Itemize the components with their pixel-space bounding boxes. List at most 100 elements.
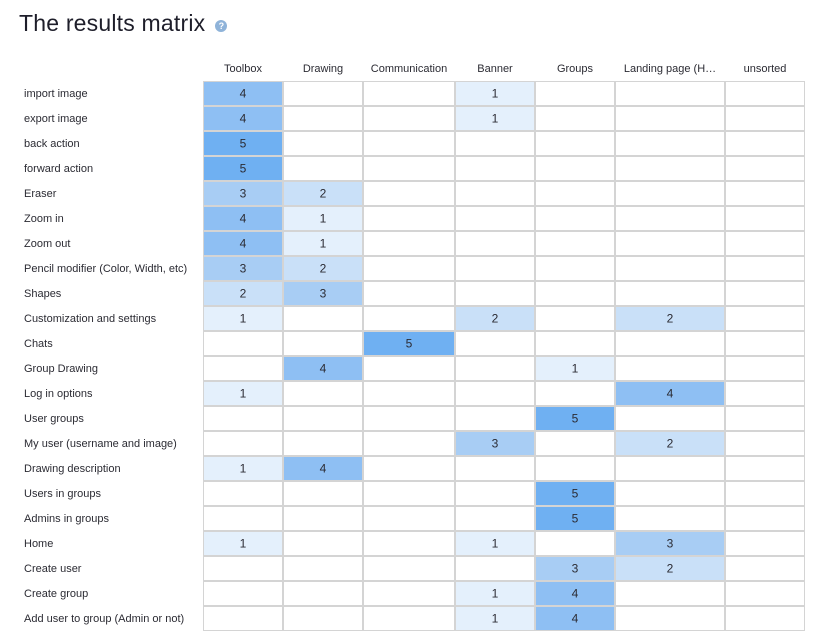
matrix-cell <box>726 282 805 306</box>
cell-value: 3 <box>240 187 247 201</box>
matrix-cell <box>536 82 615 106</box>
row-label: import image <box>24 88 88 100</box>
cell-value: 2 <box>240 287 247 301</box>
column-header: Banner <box>477 63 513 75</box>
matrix-cell <box>536 257 615 281</box>
matrix-cell <box>284 107 363 131</box>
cell-value: 4 <box>320 462 327 476</box>
column-header: Toolbox <box>224 63 262 75</box>
matrix-cell <box>616 407 725 431</box>
cell-value: 1 <box>492 537 499 551</box>
matrix-cell <box>726 382 805 406</box>
cell-value: 3 <box>492 437 499 451</box>
matrix-cell <box>364 182 455 206</box>
cell-value: 4 <box>240 212 247 226</box>
cell-value: 2 <box>667 312 674 326</box>
column-header: Groups <box>557 63 594 75</box>
cell-value: 4 <box>572 587 579 601</box>
row-label: Zoom in <box>24 213 64 225</box>
matrix-cell <box>726 82 805 106</box>
matrix-cell <box>726 257 805 281</box>
matrix-cell <box>456 157 535 181</box>
matrix-cell <box>204 582 283 606</box>
cell-value: 1 <box>320 237 327 251</box>
matrix-cell <box>536 182 615 206</box>
matrix-cell <box>616 82 725 106</box>
matrix-cell <box>456 207 535 231</box>
row-label: Chats <box>24 338 53 350</box>
matrix-cell <box>726 582 805 606</box>
cell-value: 1 <box>320 212 327 226</box>
matrix-cell <box>456 382 535 406</box>
cell-value: 4 <box>240 87 247 101</box>
matrix-cell <box>456 332 535 356</box>
matrix-cell <box>536 282 615 306</box>
matrix-cell <box>726 557 805 581</box>
matrix-cell <box>364 157 455 181</box>
matrix-cell <box>726 157 805 181</box>
matrix-cell <box>456 457 535 481</box>
matrix-cell <box>456 557 535 581</box>
cell-value: 1 <box>240 462 247 476</box>
matrix-cell <box>726 607 805 631</box>
cell-value: 1 <box>492 612 499 626</box>
matrix-cell <box>284 132 363 156</box>
matrix-cell <box>364 407 455 431</box>
row-label: forward action <box>24 163 93 175</box>
matrix-cell <box>284 507 363 531</box>
column-header: Drawing <box>303 63 343 75</box>
row-label: back action <box>24 138 80 150</box>
matrix-cell <box>726 432 805 456</box>
cell-value: 4 <box>320 362 327 376</box>
matrix-cell <box>284 582 363 606</box>
matrix-cell <box>536 132 615 156</box>
matrix-cell <box>284 482 363 506</box>
matrix-cell <box>364 507 455 531</box>
matrix-cell <box>536 107 615 131</box>
cell-value: 1 <box>572 362 579 376</box>
row-label: Create user <box>24 563 82 575</box>
matrix-cell <box>616 132 725 156</box>
matrix-cell <box>364 207 455 231</box>
matrix-cell <box>616 157 725 181</box>
matrix-cell <box>364 257 455 281</box>
matrix-cell <box>284 407 363 431</box>
matrix-cell <box>284 382 363 406</box>
matrix-cell <box>364 307 455 331</box>
row-label: export image <box>24 113 88 125</box>
matrix-cell <box>616 582 725 606</box>
cell-value: 3 <box>320 287 327 301</box>
row-label: Add user to group (Admin or not) <box>24 613 184 625</box>
matrix-cell <box>204 607 283 631</box>
matrix-cell <box>536 157 615 181</box>
column-header: unsorted <box>744 63 787 75</box>
row-label: User groups <box>24 413 84 425</box>
cell-value: 4 <box>667 387 674 401</box>
matrix-cell <box>536 432 615 456</box>
matrix-cell <box>204 357 283 381</box>
column-header: Landing page (H… <box>624 63 716 75</box>
cell-value: 3 <box>240 262 247 276</box>
cell-value: 3 <box>572 562 579 576</box>
cell-value: 1 <box>492 112 499 126</box>
matrix-cell <box>726 307 805 331</box>
cell-value: 2 <box>667 437 674 451</box>
matrix-cell <box>456 482 535 506</box>
matrix-cell <box>726 507 805 531</box>
matrix-cell <box>204 557 283 581</box>
row-label: Pencil modifier (Color, Width, etc) <box>24 263 187 275</box>
row-label: Users in groups <box>24 488 102 500</box>
matrix-cell <box>726 457 805 481</box>
matrix-cell <box>456 407 535 431</box>
row-label: Zoom out <box>24 238 70 250</box>
cell-value: 5 <box>572 512 579 526</box>
matrix-cell <box>456 232 535 256</box>
matrix-cell <box>284 607 363 631</box>
matrix-cell <box>284 332 363 356</box>
row-label: Customization and settings <box>24 313 157 325</box>
matrix-cell <box>616 607 725 631</box>
matrix-cell <box>726 532 805 556</box>
matrix-cell <box>364 282 455 306</box>
cell-value: 2 <box>667 562 674 576</box>
